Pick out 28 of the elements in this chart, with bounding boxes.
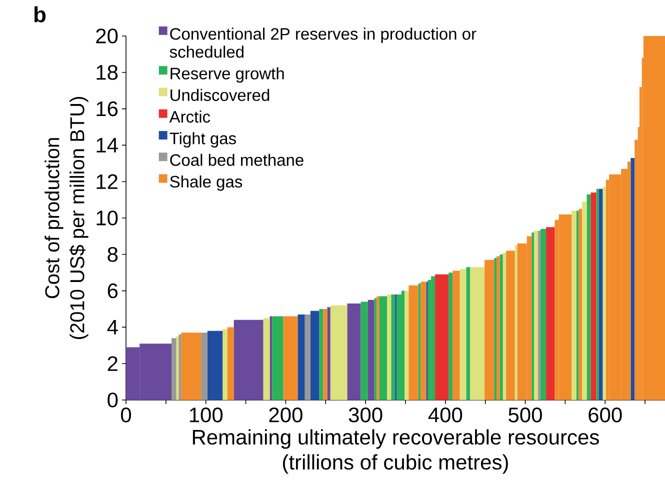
legend-label: Shale gas: [170, 175, 242, 191]
y-tick-label: 6: [108, 283, 118, 298]
x-axis-title: Remaining ultimately recoverable resources (trillions of cubic metres): [192, 429, 599, 474]
x-tick-label: 200: [269, 408, 302, 422]
x-tick-label: 600: [588, 408, 622, 422]
y-axis-title: Cost of production (2010 US$ per million BTU): [44, 97, 88, 340]
legend-label: Reserve growth: [170, 67, 284, 83]
y-tick-label: 0: [108, 392, 118, 408]
x-tick-label: 400: [428, 408, 462, 422]
y-tick-label: 2: [108, 356, 118, 371]
x-tick-label: 300: [348, 408, 382, 422]
y-tick-label: 18: [96, 64, 118, 80]
y-tick-label: 20: [96, 28, 118, 44]
y-tick-label: 8: [108, 246, 118, 262]
x-tick-label: 100: [190, 408, 223, 422]
y-tick-label: 14: [96, 138, 118, 152]
legend-label: Conventional 2P reserves in production or scheduled: [170, 28, 476, 58]
x-tick-label: 500: [508, 408, 542, 422]
chart-title: b: [34, 6, 46, 22]
x-tick-label: 0: [120, 408, 132, 422]
legend-label: Coal bed methane: [170, 154, 304, 166]
legend-label: Tight gas: [170, 132, 236, 148]
legend-label: Arctic: [169, 110, 210, 123]
y-tick-label: 10: [96, 210, 118, 226]
y-tick-label: 12: [96, 174, 118, 189]
y-tick-label: 4: [107, 320, 118, 334]
legend-label: Undiscovered: [170, 88, 270, 102]
y-tick-label: 16: [96, 101, 118, 116]
